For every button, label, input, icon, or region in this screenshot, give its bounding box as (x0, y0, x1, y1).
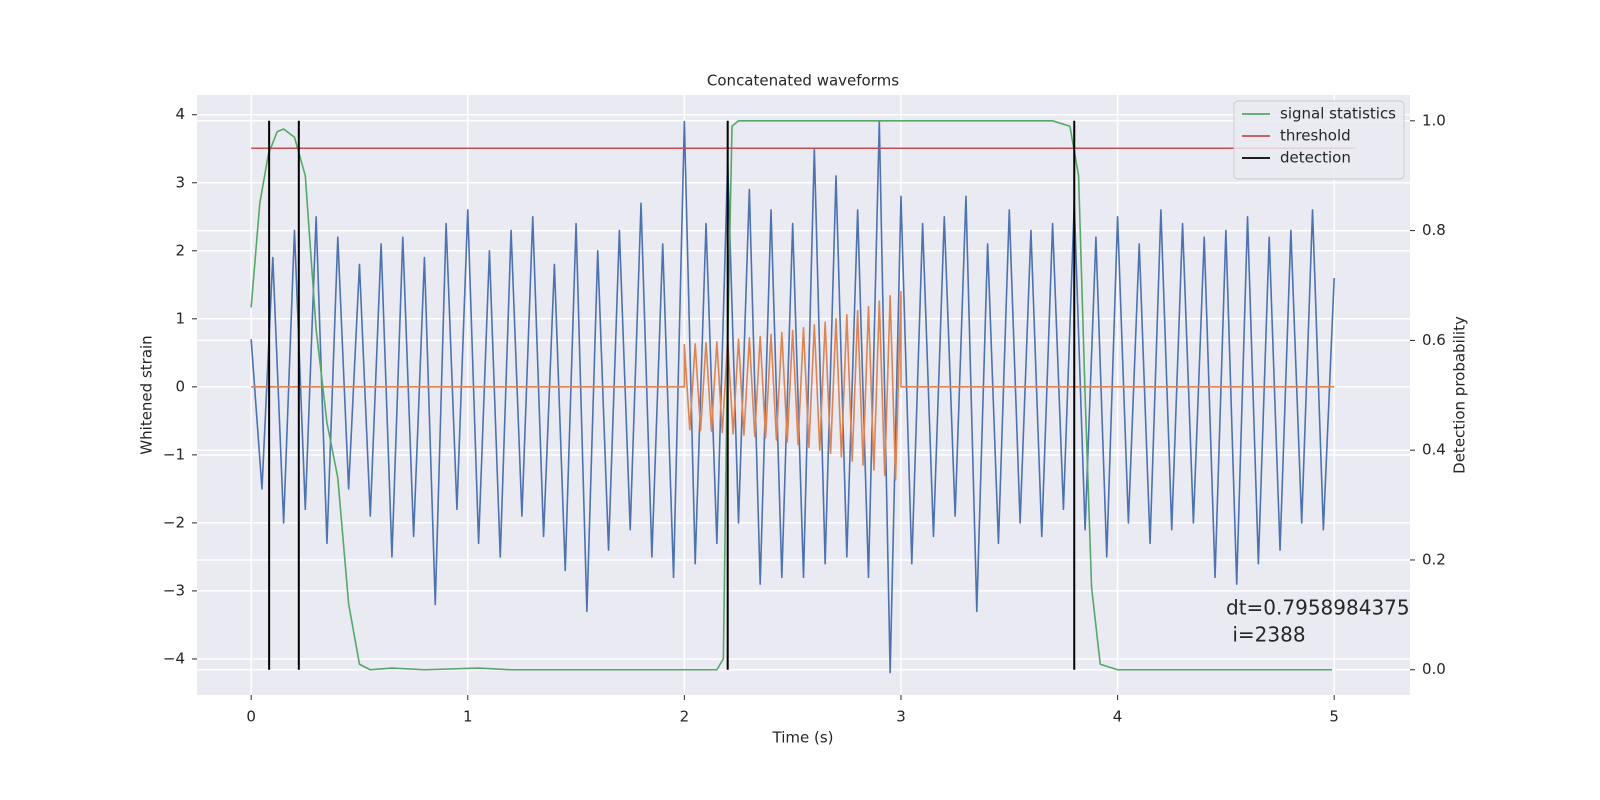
y2-tick-label: 0.2 (1422, 550, 1446, 568)
y2-tick-label: 1.0 (1422, 111, 1446, 129)
x-tick-label: 0 (246, 708, 256, 726)
x-axis-label: Time (s) (772, 729, 834, 747)
legend: signal statistics threshold detection (1233, 100, 1405, 180)
x-tick-label: 5 (1329, 708, 1339, 726)
y2-tick-label: 0.6 (1422, 331, 1446, 349)
series-line (251, 290, 1335, 481)
plot-area (197, 95, 1410, 695)
y-tick-label: −4 (163, 649, 185, 667)
series-line (250, 120, 1335, 674)
x-tick-label: 2 (680, 708, 690, 726)
y2-tick-label: 0.8 (1422, 221, 1446, 239)
axes: 0 1 2 3 4 5 −4 −3 −2 −1 0 1 2 3 4 0.0 0.2 0.4 0.6 0.8 1.0 (163, 105, 1446, 725)
legend-label: detection (1280, 149, 1351, 167)
y-tick-label: −1 (163, 445, 185, 463)
legend-label: signal statistics (1280, 105, 1396, 123)
y2-tick-label: 0.0 (1422, 660, 1446, 678)
legend-label: threshold (1280, 127, 1351, 145)
x-tick-label: 4 (1113, 708, 1123, 726)
y2-axis-label: Detection probability (1451, 316, 1469, 474)
series-line (250, 120, 1333, 671)
x-tick-label: 1 (463, 708, 473, 726)
legend-frame (1233, 100, 1405, 180)
y-tick-label: −3 (163, 581, 185, 599)
y-axis-label: Whitened strain (138, 335, 156, 454)
marks (197, 120, 1410, 674)
y-tick-label: 4 (175, 105, 185, 123)
x-tick-label: 3 (896, 708, 906, 726)
y-tick-label: 0 (175, 377, 185, 395)
y2-tick-label: 0.4 (1422, 441, 1446, 459)
y-tick-label: 3 (175, 173, 185, 191)
annotation: dt=0.7958984375 (1226, 596, 1410, 620)
y-tick-label: 2 (175, 241, 185, 259)
chart-title: Concatenated waveforms (707, 72, 899, 90)
y-tick-label: 1 (175, 309, 185, 327)
annotation: i=2388 (1226, 623, 1306, 647)
y-tick-label: −2 (163, 513, 185, 531)
